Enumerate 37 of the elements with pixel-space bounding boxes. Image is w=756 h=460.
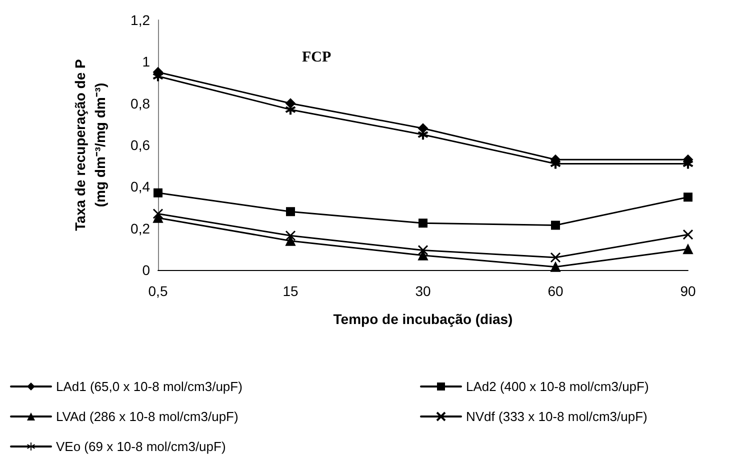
y-axis-title: Taxa de recuperação de P (mg dm⁻³/mg dm⁻³) [72, 59, 108, 231]
y-tick-label: 1 [142, 54, 150, 70]
y-tick-label: 0,6 [130, 137, 150, 153]
point [550, 262, 560, 272]
point [286, 207, 295, 216]
point [418, 130, 428, 140]
point [683, 244, 693, 254]
point [550, 252, 561, 263]
x-tick-label: 90 [680, 283, 696, 299]
x-tick-label: 30 [415, 283, 431, 299]
point [286, 104, 296, 115]
x-tick-label: 15 [282, 283, 298, 299]
legend-label: VEo (69 x 10-8 mol/cm3/upF) [56, 439, 226, 454]
point [418, 250, 428, 260]
y-tick-label: 0 [142, 262, 150, 278]
point [285, 230, 296, 241]
point [551, 220, 560, 230]
point [682, 229, 694, 240]
text: FCP [302, 50, 332, 66]
point [684, 192, 692, 202]
point [418, 244, 428, 256]
point [154, 188, 162, 198]
y-tick-label: 0,4 [130, 178, 150, 195]
y-tick-label: 0,2 [130, 220, 150, 236]
point [152, 208, 164, 219]
legend-label: LVAd (286 x 10-8 mol/cm3/upF) [56, 409, 238, 424]
point [153, 212, 163, 223]
point [286, 236, 296, 246]
legend-label: NVdf (333 x 10-8 mol/cm3/upF) [466, 409, 648, 424]
x-tick-label: 0,5 [148, 283, 168, 299]
y-tick-label: 0,8 [130, 95, 150, 112]
x-tick-label: 60 [548, 283, 564, 299]
x-axis-title: Tempo de incubação (dias) [333, 311, 513, 327]
legend-label: LAd1 (65,0 x 10-8 mol/cm3/upF) [56, 379, 242, 394]
legend-label: LAd2 (400 x 10-8 mol/cm3/upF) [466, 379, 649, 394]
y-tick-label: 1,2 [130, 12, 150, 28]
point [418, 218, 428, 228]
